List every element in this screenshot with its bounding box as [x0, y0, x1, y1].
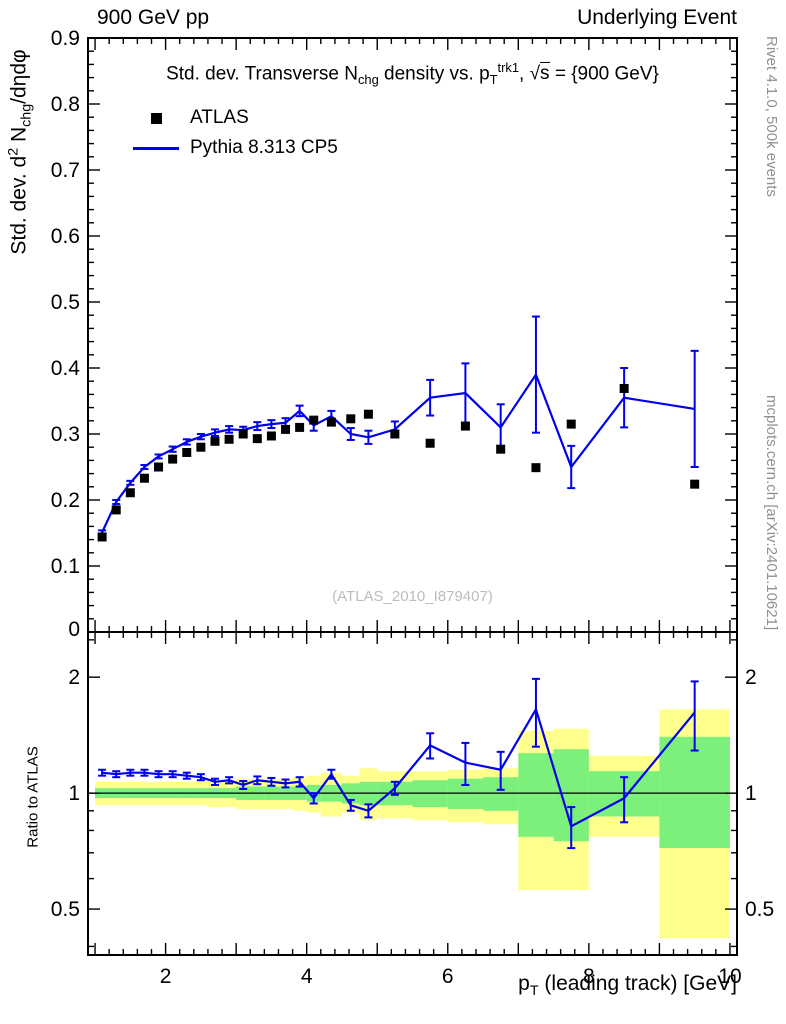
legend: ATLAS Pythia 8.313 CP5 [130, 103, 338, 163]
ratio-uncertainty-bands [95, 709, 730, 939]
pythia-line-series [98, 315, 699, 536]
x-axis-label: pT (leading track) [GeV] [518, 972, 737, 1000]
svg-text:4: 4 [301, 965, 313, 988]
svg-text:1: 1 [745, 782, 757, 805]
plot-title: Std. dev. Transverse Nchg density vs. pT… [166, 60, 659, 88]
legend-item-pythia: Pythia 8.313 CP5 [130, 133, 338, 163]
svg-text:0: 0 [68, 618, 80, 641]
tick-labels: 0 0.1 0.2 0.3 0.4 0.5 0.6 0.7 0.8 0.9 0.5 0.5 1 1 2 2 2 4… [51, 27, 774, 988]
svg-text:0.2: 0.2 [51, 489, 80, 512]
svg-text:2: 2 [745, 666, 757, 689]
ratio-y-axis-label: Ratio to ATLAS [24, 746, 42, 848]
svg-text:2: 2 [68, 666, 80, 689]
atlas-marker-cell [130, 112, 182, 124]
atlas-square-marker [150, 112, 162, 124]
legend-item-atlas: ATLAS [130, 103, 338, 133]
mcplots-reference-text: mcplots.cern.ch [arXiv:2401.10621] [763, 394, 780, 630]
svg-text:0.7: 0.7 [51, 159, 80, 182]
legend-label-atlas: ATLAS [190, 107, 249, 128]
rivet-version-text: Rivet 4.1.0, 500k events [763, 36, 780, 197]
svg-text:0.5: 0.5 [745, 898, 774, 921]
y-axis-label: Std. dev. d2 Nchg/dηdφ [5, 49, 35, 255]
svg-text:1: 1 [68, 782, 80, 805]
header-analysis-type: Underlying Event [577, 6, 737, 29]
ratio-mc-line [98, 677, 699, 850]
svg-text:2: 2 [160, 965, 172, 988]
legend-label-pythia: Pythia 8.313 CP5 [190, 137, 338, 158]
svg-text:0.9: 0.9 [51, 27, 80, 50]
svg-text:0.1: 0.1 [51, 555, 80, 578]
svg-text:0.5: 0.5 [51, 291, 80, 314]
svg-text:6: 6 [442, 965, 454, 988]
header-beam-energy: 900 GeV pp [97, 6, 210, 29]
svg-text:10: 10 [718, 965, 741, 988]
svg-text:0.8: 0.8 [51, 93, 80, 116]
pythia-marker-cell [130, 146, 182, 150]
pythia-line-marker [133, 146, 179, 150]
analysis-id-watermark: (ATLAS_2010_I879407) [332, 588, 493, 605]
svg-text:0.5: 0.5 [51, 898, 80, 921]
svg-text:8: 8 [583, 965, 595, 988]
svg-text:0.3: 0.3 [51, 423, 80, 446]
svg-text:0.4: 0.4 [51, 357, 81, 380]
svg-text:0.6: 0.6 [51, 225, 80, 248]
axis-ticks [88, 37, 737, 955]
atlas-data-points [97, 383, 700, 542]
